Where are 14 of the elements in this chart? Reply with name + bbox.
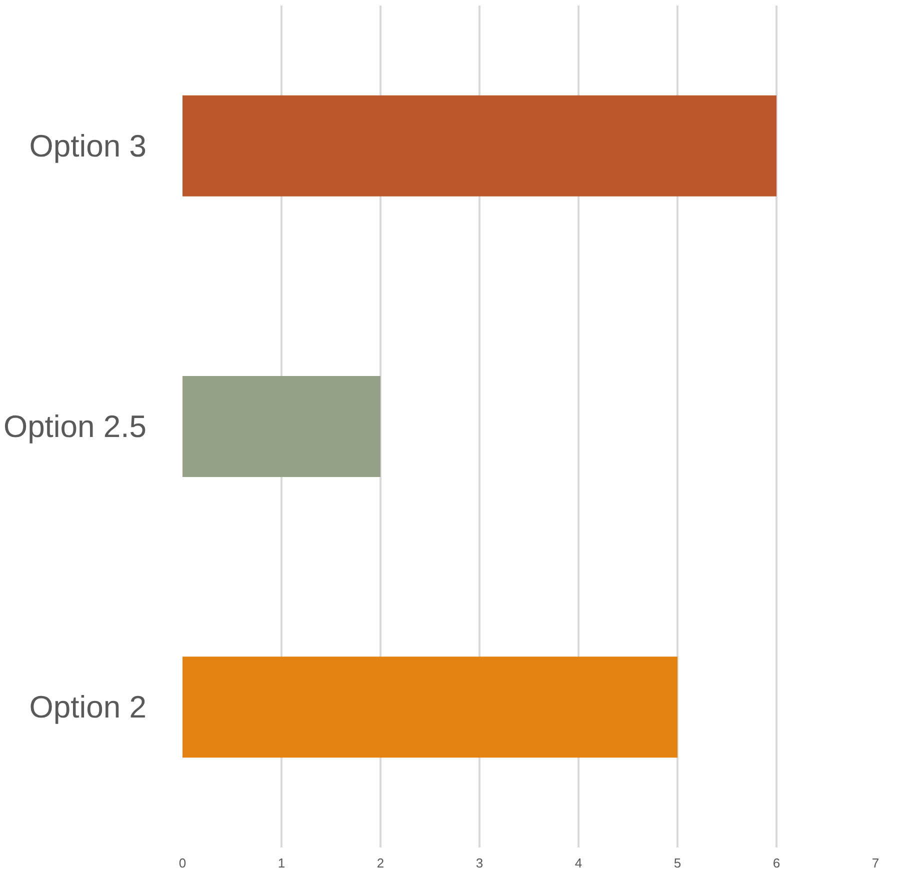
y-tick-label: Option 2 [29, 690, 147, 725]
x-tick-label: 4 [574, 856, 582, 870]
x-tick-label: 5 [674, 856, 682, 870]
bar [182, 656, 678, 758]
x-tick-label: 1 [278, 856, 286, 870]
x-tick-label: 0 [178, 856, 186, 870]
y-tick-label: Option 3 [29, 128, 147, 164]
bar [182, 95, 776, 196]
x-tick-label: 2 [376, 856, 384, 870]
x-tick-label: 3 [476, 856, 484, 870]
bar [182, 376, 380, 478]
x-tick-label: 6 [772, 856, 780, 870]
x-tick-label: 7 [872, 856, 880, 870]
y-tick-label: Option 2.5 [3, 409, 147, 444]
